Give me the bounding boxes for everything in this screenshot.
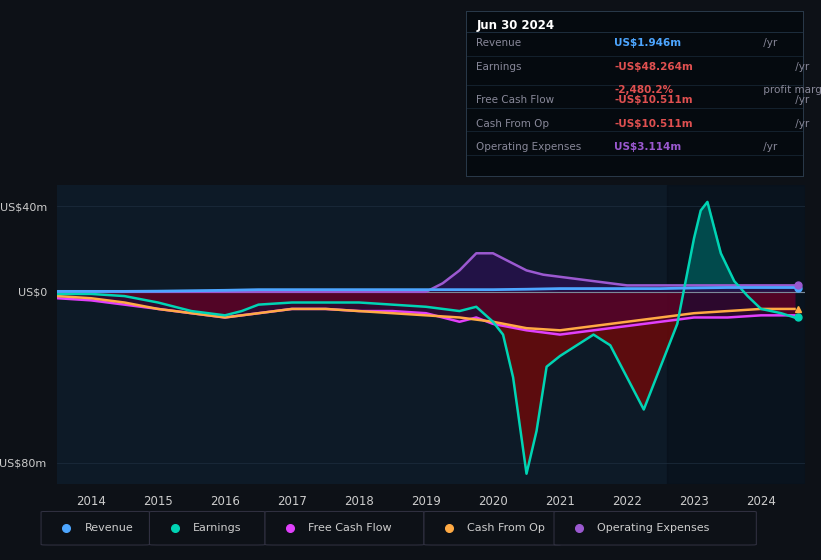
Text: -2,480.2%: -2,480.2% (614, 85, 673, 95)
FancyBboxPatch shape (554, 511, 756, 545)
Text: -US$10.511m: -US$10.511m (614, 119, 693, 129)
Text: Revenue: Revenue (85, 523, 133, 533)
FancyBboxPatch shape (149, 511, 265, 545)
Text: profit margin: profit margin (760, 85, 821, 95)
Text: Cash From Op: Cash From Op (467, 523, 545, 533)
Text: -US$48.264m: -US$48.264m (614, 62, 693, 72)
Text: Free Cash Flow: Free Cash Flow (476, 95, 554, 105)
Text: -US$10.511m: -US$10.511m (614, 95, 693, 105)
Text: Earnings: Earnings (193, 523, 241, 533)
FancyBboxPatch shape (424, 511, 562, 545)
Text: /yr: /yr (792, 95, 810, 105)
Text: Operating Expenses: Operating Expenses (598, 523, 709, 533)
Text: US$1.946m: US$1.946m (614, 38, 681, 48)
Text: Free Cash Flow: Free Cash Flow (309, 523, 392, 533)
Text: /yr: /yr (760, 142, 777, 152)
Text: Revenue: Revenue (476, 38, 521, 48)
Text: /yr: /yr (792, 62, 810, 72)
Text: Cash From Op: Cash From Op (476, 119, 549, 129)
Text: Operating Expenses: Operating Expenses (476, 142, 581, 152)
Text: /yr: /yr (792, 119, 810, 129)
FancyBboxPatch shape (265, 511, 424, 545)
Text: /yr: /yr (760, 38, 777, 48)
Bar (667, 185, 805, 484)
Text: US$3.114m: US$3.114m (614, 142, 681, 152)
Text: Earnings: Earnings (476, 62, 522, 72)
FancyBboxPatch shape (41, 511, 149, 545)
Text: Jun 30 2024: Jun 30 2024 (476, 18, 554, 31)
